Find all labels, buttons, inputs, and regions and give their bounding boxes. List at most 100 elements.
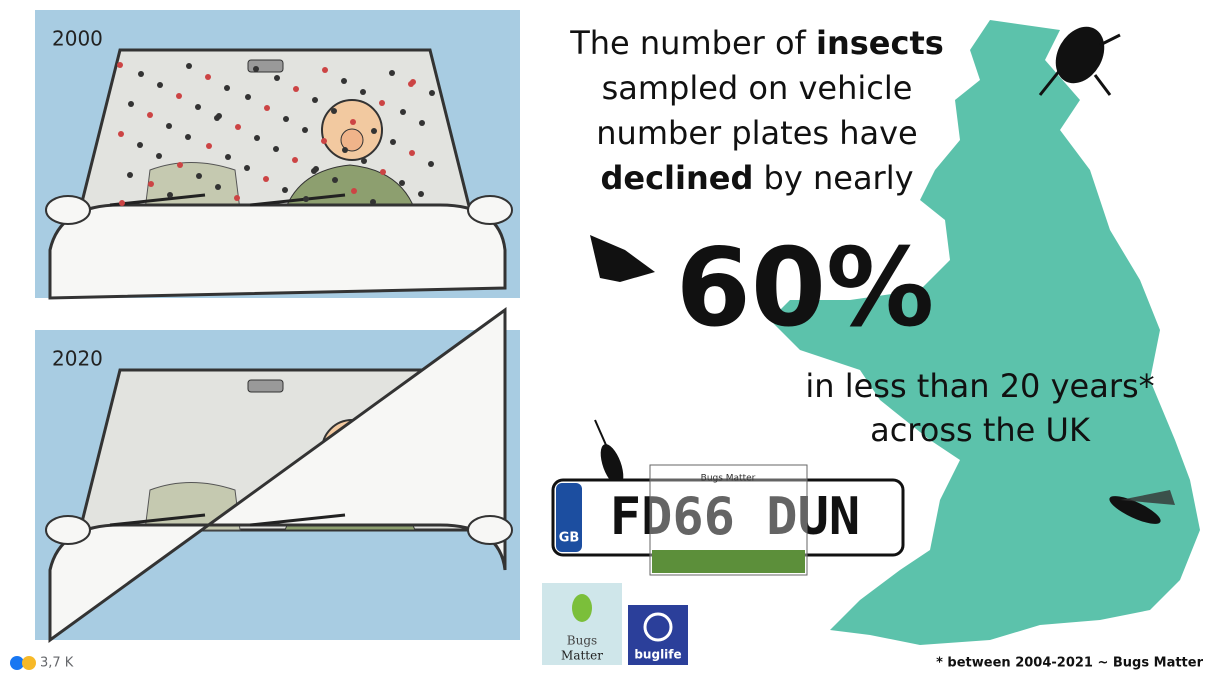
headline-segment: sampled on vehicle — [602, 69, 913, 107]
headline-line: number plates have — [596, 114, 917, 152]
bug-splat — [419, 120, 425, 126]
bug-splat — [313, 166, 319, 172]
headline-line: The number of insects — [569, 24, 944, 62]
badge-grass — [652, 550, 805, 573]
bug-splat — [137, 142, 143, 148]
cartoon-panel: 2000 — [35, 10, 520, 300]
like-icon — [10, 656, 24, 670]
bug-splat — [312, 97, 318, 103]
seat — [144, 162, 241, 211]
bug-splat — [409, 150, 415, 156]
headline-line: sampled on vehicle — [602, 69, 913, 107]
buglife-text: buglife — [634, 648, 681, 662]
subline: in less than 20 years* — [805, 367, 1154, 405]
side-mirror — [45, 195, 91, 225]
bug-splat — [370, 199, 376, 205]
plate-eu-band — [556, 483, 582, 552]
bug-splat — [205, 74, 211, 80]
bug-splat — [215, 184, 221, 190]
bug-splat — [245, 94, 251, 100]
uk-map — [770, 20, 1200, 645]
headline-segment: declined — [600, 159, 753, 197]
bug-splat — [322, 67, 328, 73]
headline-line: declined by nearly — [600, 159, 913, 197]
bug-splat — [341, 78, 347, 84]
bug-splat — [351, 188, 357, 194]
badge-title: Bugs Matter — [701, 474, 756, 484]
bug-splat — [332, 177, 338, 183]
bug-splat — [166, 123, 172, 129]
bug-splat — [253, 66, 259, 72]
logo-text: Matter — [561, 649, 603, 663]
bug-splat — [216, 113, 222, 119]
bug-splat — [390, 139, 396, 145]
panel-year: 2020 — [52, 347, 103, 371]
bug-splat — [303, 196, 309, 202]
bug-splat — [254, 135, 260, 141]
bug-splat — [147, 112, 153, 118]
car-hood — [48, 203, 507, 300]
bug-splat — [177, 162, 183, 168]
bug-splat — [410, 79, 416, 85]
bug-splat — [167, 192, 173, 198]
driver-nose — [340, 128, 364, 152]
wasp-icon — [1109, 490, 1175, 524]
plate-text: FD66 DUN — [610, 487, 860, 547]
bug-splat — [195, 104, 201, 110]
wiper — [109, 193, 206, 207]
bug-splat — [360, 89, 366, 95]
mirror — [247, 59, 284, 73]
wiper — [249, 193, 346, 207]
bug-splat — [429, 90, 435, 96]
bug-splat — [186, 63, 192, 69]
beetle-icon — [594, 419, 624, 486]
bug-splat — [331, 108, 337, 114]
bug-splat — [127, 172, 133, 178]
bug-splat — [389, 70, 395, 76]
bug-splat — [128, 101, 134, 107]
bug-splat — [400, 109, 406, 115]
bug-splat — [156, 153, 162, 159]
bug-splat — [206, 143, 212, 149]
bug-splat — [157, 82, 163, 88]
wiper — [109, 513, 206, 527]
bug-splat — [138, 71, 144, 77]
bug-splat — [263, 176, 269, 182]
bug-splat — [321, 138, 327, 144]
bug-splat — [379, 100, 385, 106]
bug-splat — [264, 105, 270, 111]
cartoon-panel: 2020 — [35, 307, 520, 643]
bug-splat — [371, 128, 377, 134]
bug-splat — [428, 161, 434, 167]
panel-year: 2000 — [52, 27, 103, 51]
bug-splat — [283, 116, 289, 122]
bug-splat — [399, 180, 405, 186]
buglife-swirl — [643, 612, 673, 642]
bug-splat — [274, 75, 280, 81]
bug-splat — [350, 119, 356, 125]
headline-segment: The number of — [569, 24, 816, 62]
bug-splat — [234, 195, 240, 201]
headline-segment: number plates have — [596, 114, 917, 152]
bug-splat — [273, 146, 279, 152]
subline: across the UK — [870, 411, 1091, 449]
bug-splat — [235, 124, 241, 130]
fly-icon — [1038, 26, 1121, 96]
bug-splat — [292, 157, 298, 163]
bug-splat — [118, 131, 124, 137]
bug-splat — [185, 134, 191, 140]
bug-splat — [282, 187, 288, 193]
mirror — [247, 379, 284, 393]
logo-text: Bugs — [567, 634, 597, 648]
headline-segment: insects — [816, 24, 944, 62]
bug-splat — [176, 93, 182, 99]
big-figure: 60% — [676, 226, 935, 351]
plate-country: GB — [559, 531, 580, 546]
sad-icon — [22, 656, 36, 670]
reaction-count: 3,7 K — [40, 656, 74, 671]
side-mirror — [45, 515, 91, 545]
bug-splat — [148, 181, 154, 187]
side-mirror — [467, 515, 513, 545]
bug-splat — [342, 147, 348, 153]
